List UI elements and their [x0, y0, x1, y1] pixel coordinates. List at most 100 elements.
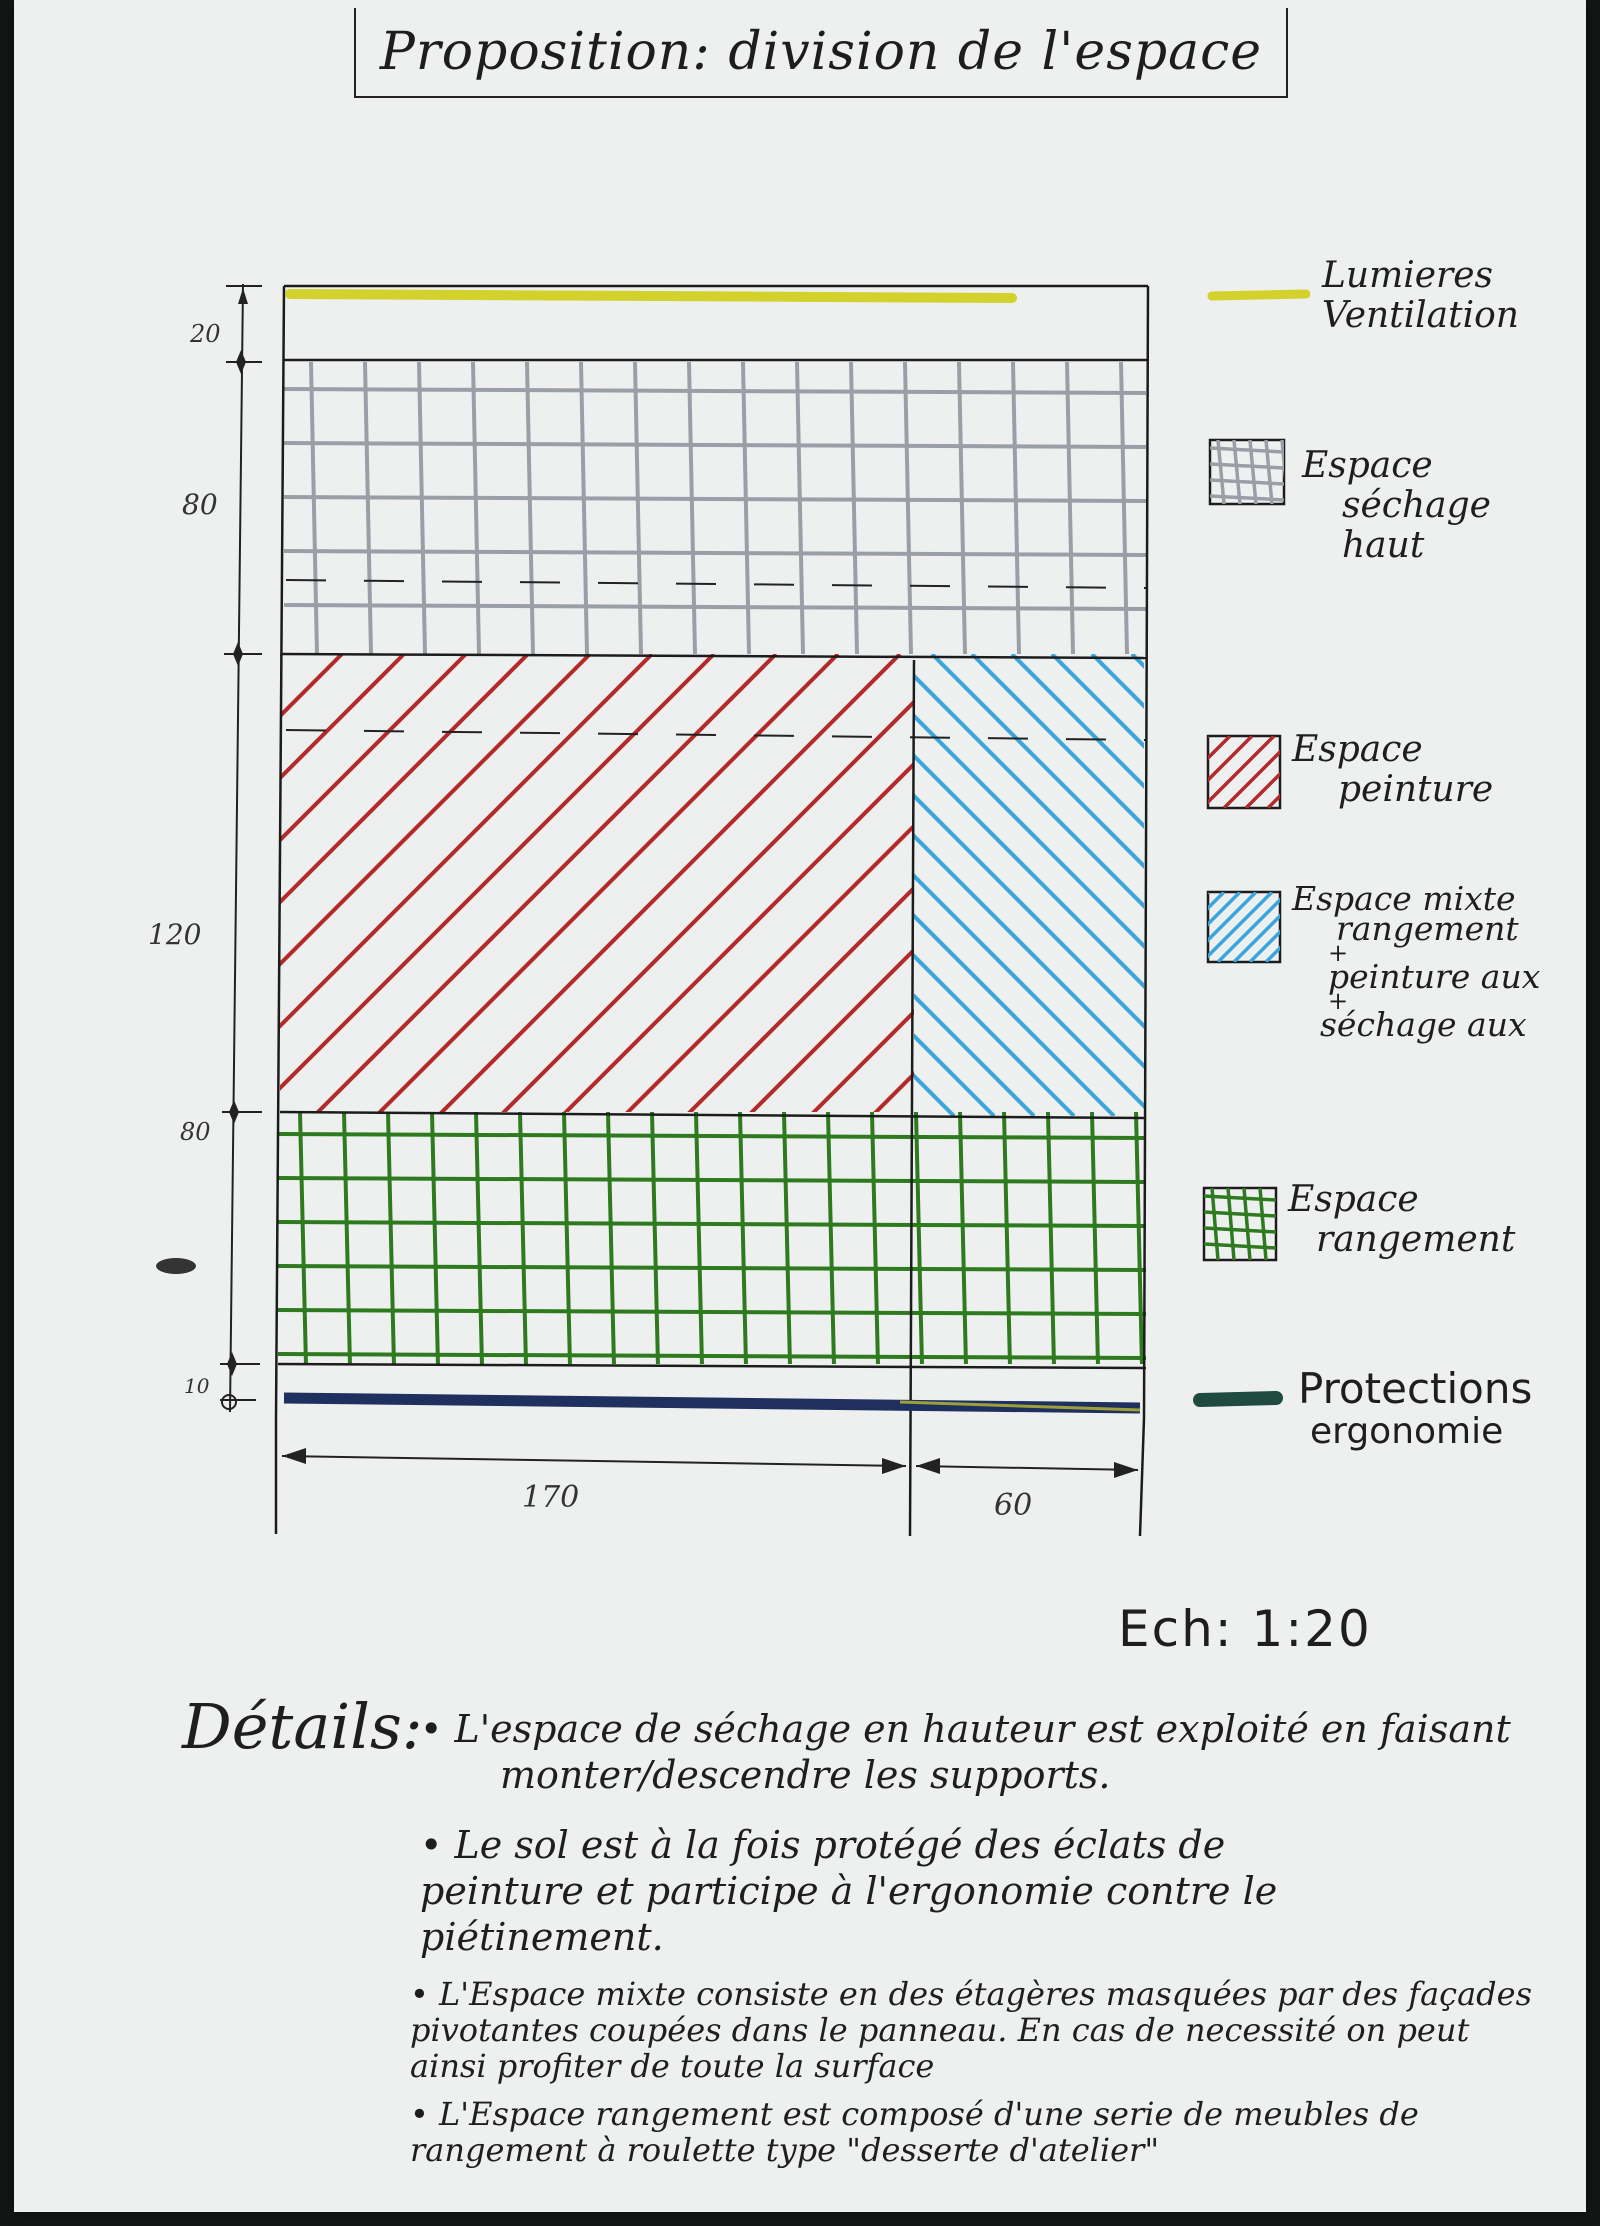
rangement-vline	[826, 1112, 836, 1364]
legend-mixte-line	[1208, 892, 1210, 895]
legend-peinture-line	[1208, 736, 1232, 761]
peinture-line	[625, 823, 914, 1112]
rangement-hline	[278, 1264, 1146, 1272]
sechage-vline	[795, 362, 805, 654]
dim-label-60: 60	[994, 1488, 1033, 1523]
legend-mixte-line	[1216, 897, 1280, 962]
legend-protections-swatch	[1193, 1391, 1283, 1407]
legend-sechage-line3: haut	[1342, 525, 1425, 566]
sechage-hline	[284, 495, 1146, 503]
peinture-line	[280, 654, 592, 967]
detail-item-4: • L'Espace rangement est composé d'une s…	[410, 2096, 1530, 2168]
rangement-hline	[278, 1132, 1146, 1140]
mixte-line	[914, 993, 1036, 1116]
sechage-vline	[957, 362, 967, 654]
rangement-hatch	[278, 1112, 1146, 1364]
legend-lights-swatch	[1207, 289, 1311, 301]
peinture-line	[749, 947, 914, 1112]
peinture-line	[280, 654, 344, 719]
sechage-vline	[309, 362, 319, 654]
mixte-line	[914, 913, 1116, 1116]
mixte-line	[1572, 654, 1600, 1116]
detail-bullet-1: •	[420, 1707, 455, 1751]
scale-label: Ech: 1:20	[1118, 1600, 1372, 1658]
arrow-left-60	[916, 1458, 940, 1474]
peinture-line	[377, 654, 840, 1112]
peinture-line	[439, 654, 902, 1112]
rangement-vline	[1002, 1112, 1012, 1364]
legend-sechage-label: Espace séchage haut	[1302, 446, 1491, 566]
sechage-vline	[525, 362, 535, 654]
detail-text-3: L'Espace mixte consiste en des étagères …	[410, 1975, 1532, 2085]
legend-rangement-box	[1202, 1186, 1278, 1262]
rangement-vline	[474, 1112, 484, 1364]
dim-ext-right	[1138, 1417, 1146, 1537]
legend-mixte-box	[1206, 890, 1282, 964]
rangement-vline	[1134, 1112, 1144, 1364]
legend-mixte-line	[1264, 945, 1280, 962]
legend-rangement-hline	[1204, 1194, 1276, 1202]
rangement-vline	[914, 1112, 924, 1364]
mixte-line	[1532, 654, 1600, 1116]
detail-text-2: Le sol est à la fois protégé des éclats …	[420, 1823, 1278, 1959]
rangement-vline	[1090, 1112, 1100, 1364]
vertical-dim-line	[229, 283, 244, 1413]
legend-sechage-hline	[1210, 462, 1284, 470]
divider-vertical-170	[908, 659, 916, 1537]
sechage-vline	[363, 362, 373, 654]
sechage-hline	[284, 441, 1146, 449]
peinture-line	[280, 654, 406, 781]
detail-item-2: • Le sol est à la fois protégé des éclat…	[420, 1822, 1340, 1960]
legend-mixte-line	[1208, 892, 1258, 943]
divider-80b	[277, 1362, 1147, 1370]
mixte-line	[914, 793, 1144, 1029]
legend-sechage-hline	[1210, 494, 1284, 502]
legend-mixte-line	[1208, 892, 1242, 927]
legend-mixte-hatch	[1208, 892, 1280, 962]
legend-peinture-hatch	[1208, 736, 1280, 808]
mixte-line	[1050, 654, 1144, 749]
legend-peinture-line2: peinture	[1338, 769, 1494, 810]
protections-bar-highlight	[899, 1400, 1141, 1412]
mixte-line	[914, 673, 1144, 909]
legend-rangement-line2: rangement	[1316, 1219, 1516, 1260]
rangement-vline	[562, 1112, 572, 1364]
page-title: Proposition: division de l'espace	[354, 8, 1288, 98]
dim-origin-circle	[221, 1394, 237, 1410]
peinture-line	[811, 1009, 914, 1112]
peinture-line	[687, 885, 914, 1112]
mixte-line	[914, 1033, 996, 1116]
legend-mixte-line	[1232, 913, 1280, 962]
peinture-line	[280, 654, 654, 1029]
legend-mixte-line	[1208, 892, 1274, 959]
mixte-line	[914, 873, 1144, 1109]
legend-protections-label: Protections ergonomie	[1298, 1366, 1532, 1452]
peinture-line	[280, 654, 716, 1091]
divider-120	[279, 1110, 1147, 1120]
legend-sechage-hline	[1210, 446, 1284, 454]
legend-peinture-line	[1208, 736, 1276, 805]
mixte-hatch	[914, 654, 1600, 1116]
peinture-line	[280, 654, 530, 905]
legend-rangement-line1: Espace	[1288, 1179, 1419, 1220]
rangement-hline	[278, 1176, 1146, 1184]
peinture-hatch	[280, 654, 914, 1112]
legend-mixte-label: Espace mixte rangement + peinture aux + …	[1292, 879, 1540, 1041]
rangement-vline	[782, 1112, 792, 1364]
lights-bar	[285, 289, 1017, 303]
rangement-hline	[278, 1352, 1146, 1360]
legend-mixte-line1: Espace mixte	[1292, 879, 1516, 918]
rangement-vline	[342, 1112, 352, 1364]
legend-mixte-plus2: +	[1328, 987, 1349, 1015]
legend-protections-line1: Protections	[1298, 1364, 1533, 1413]
detail-item-1: • L'espace de séchage en hauteur est exp…	[420, 1706, 1520, 1798]
dim-label-80b: 80	[180, 1118, 211, 1146]
peinture-line	[315, 654, 778, 1112]
legend-rangement-vline	[1210, 1188, 1220, 1260]
detail-bullet-2: •	[420, 1823, 455, 1867]
legend-peinture-line1: Espace	[1292, 729, 1423, 770]
rangement-vline	[386, 1112, 396, 1364]
sechage-vline	[1065, 362, 1075, 654]
legend-rangement-hatch	[1204, 1188, 1276, 1260]
arrow-mark-80c	[227, 1352, 237, 1364]
